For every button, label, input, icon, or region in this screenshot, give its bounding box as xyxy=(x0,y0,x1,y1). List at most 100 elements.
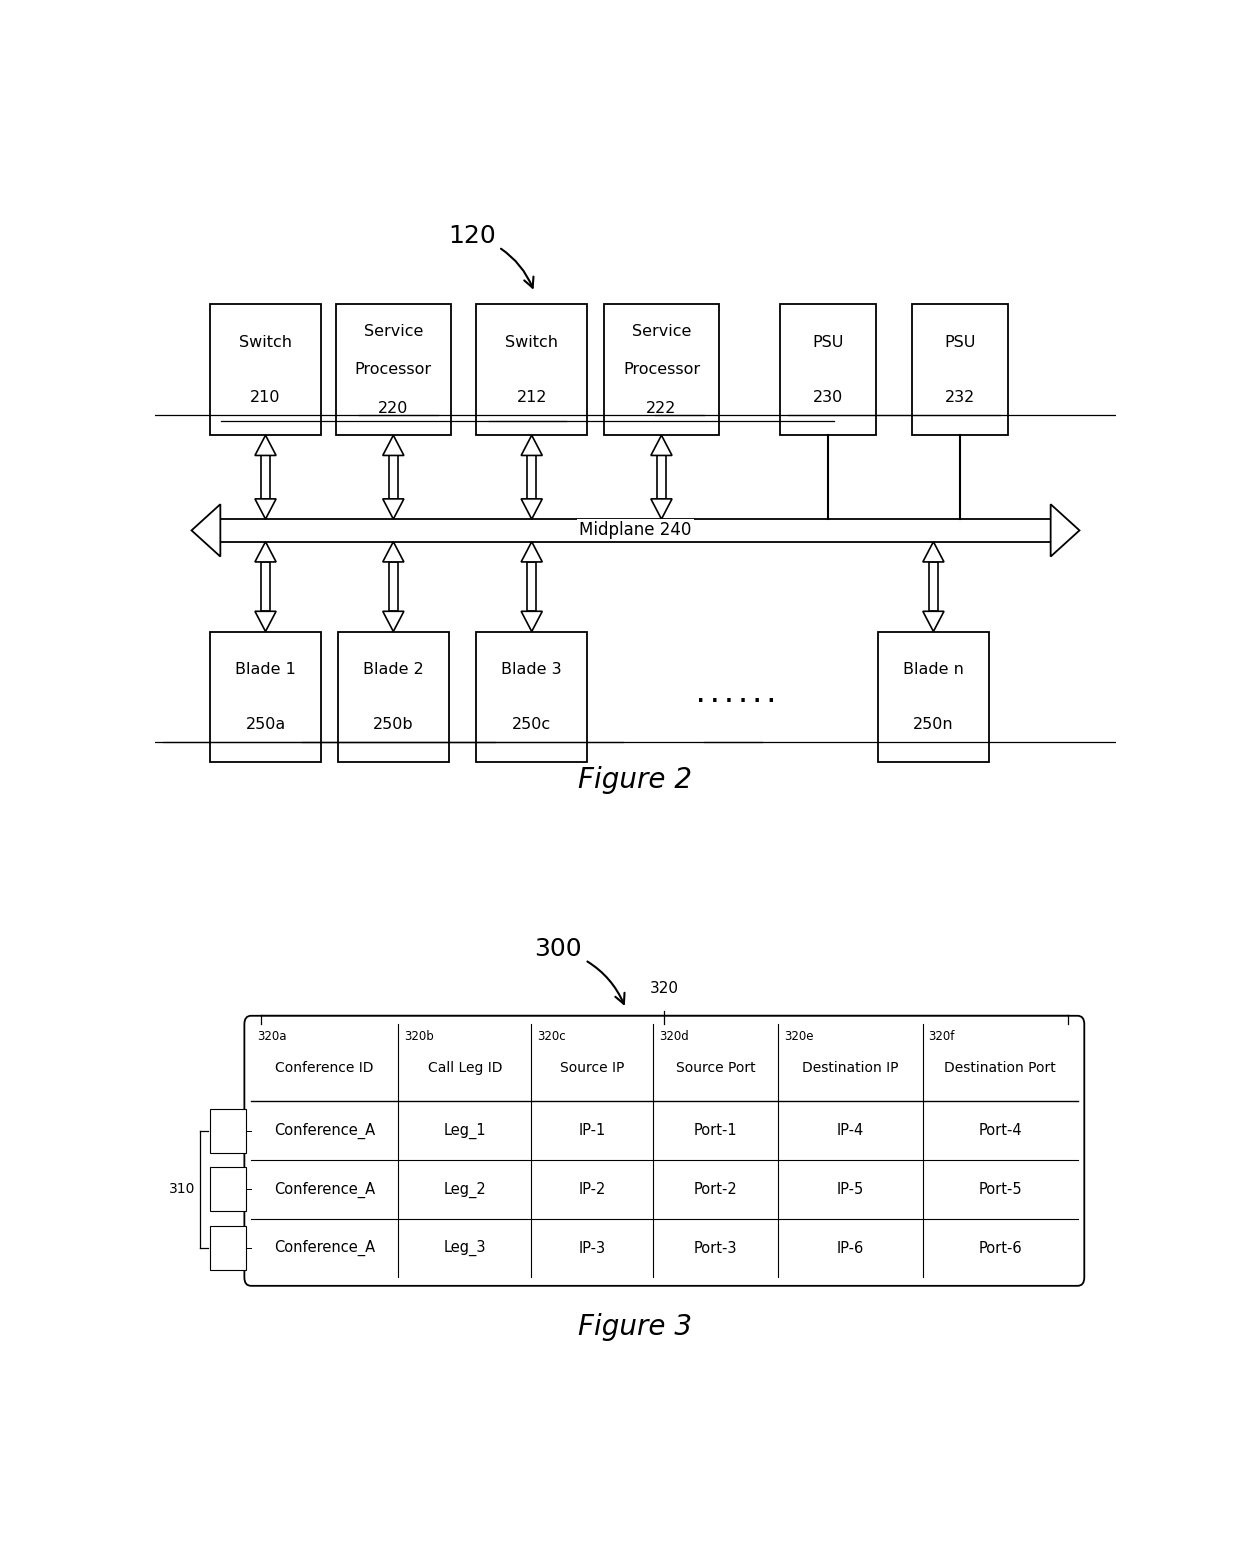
Text: 232: 232 xyxy=(945,389,976,405)
FancyBboxPatch shape xyxy=(476,632,587,762)
Text: IP-1: IP-1 xyxy=(579,1123,606,1139)
Polygon shape xyxy=(651,436,672,456)
Text: Blade 3: Blade 3 xyxy=(501,663,562,677)
Polygon shape xyxy=(255,499,277,519)
Text: IP-4: IP-4 xyxy=(837,1123,864,1139)
Polygon shape xyxy=(255,436,277,456)
FancyBboxPatch shape xyxy=(339,632,449,762)
Polygon shape xyxy=(255,612,277,632)
Text: Port-1: Port-1 xyxy=(694,1123,738,1139)
Text: 310a: 310a xyxy=(213,1125,243,1137)
Polygon shape xyxy=(1050,504,1080,556)
Text: 310: 310 xyxy=(169,1182,196,1196)
Text: 320a: 320a xyxy=(257,1031,286,1043)
Polygon shape xyxy=(527,562,536,612)
Text: Destination Port: Destination Port xyxy=(945,1060,1056,1074)
Text: 250b: 250b xyxy=(373,717,414,732)
FancyBboxPatch shape xyxy=(211,632,321,762)
FancyBboxPatch shape xyxy=(210,1109,247,1153)
Polygon shape xyxy=(221,519,1050,542)
FancyBboxPatch shape xyxy=(780,304,875,436)
Polygon shape xyxy=(389,562,398,612)
Polygon shape xyxy=(521,542,542,562)
Text: 120: 120 xyxy=(448,224,533,287)
Text: Port-2: Port-2 xyxy=(693,1182,738,1197)
Polygon shape xyxy=(929,562,937,612)
FancyBboxPatch shape xyxy=(913,304,1008,436)
Text: PSU: PSU xyxy=(812,335,843,351)
Text: 220: 220 xyxy=(378,400,408,416)
Text: 310c: 310c xyxy=(213,1242,242,1255)
Text: 250c: 250c xyxy=(512,717,552,732)
Polygon shape xyxy=(521,499,542,519)
Text: Switch: Switch xyxy=(239,335,291,351)
Text: 320: 320 xyxy=(650,981,678,995)
Polygon shape xyxy=(262,562,270,612)
Text: Port-5: Port-5 xyxy=(978,1182,1022,1197)
Polygon shape xyxy=(651,499,672,519)
Text: 320c: 320c xyxy=(537,1031,565,1043)
Polygon shape xyxy=(191,504,221,556)
FancyBboxPatch shape xyxy=(336,304,451,436)
Text: IP-3: IP-3 xyxy=(579,1241,605,1256)
Polygon shape xyxy=(255,542,277,562)
Text: Midplane 240: Midplane 240 xyxy=(579,521,692,539)
Text: 320f: 320f xyxy=(929,1031,955,1043)
Text: IP-6: IP-6 xyxy=(837,1241,864,1256)
Text: 320b: 320b xyxy=(404,1031,434,1043)
Text: Blade n: Blade n xyxy=(903,663,963,677)
FancyBboxPatch shape xyxy=(211,304,321,436)
Text: Processor: Processor xyxy=(622,362,701,377)
Polygon shape xyxy=(383,612,404,632)
FancyBboxPatch shape xyxy=(210,1168,247,1211)
Text: Conference ID: Conference ID xyxy=(275,1060,374,1074)
Text: 320e: 320e xyxy=(784,1031,813,1043)
FancyBboxPatch shape xyxy=(244,1015,1084,1285)
Polygon shape xyxy=(923,542,944,562)
FancyBboxPatch shape xyxy=(210,1227,247,1270)
Text: Blade 2: Blade 2 xyxy=(363,663,424,677)
Text: 230: 230 xyxy=(812,389,843,405)
Polygon shape xyxy=(383,499,404,519)
Text: Destination IP: Destination IP xyxy=(802,1060,899,1074)
Text: Port-3: Port-3 xyxy=(694,1241,738,1256)
Text: 210: 210 xyxy=(250,389,280,405)
Text: Figure 3: Figure 3 xyxy=(579,1313,692,1341)
Polygon shape xyxy=(262,456,270,499)
Text: Source Port: Source Port xyxy=(676,1060,755,1074)
Text: Leg_1: Leg_1 xyxy=(444,1123,486,1139)
Text: Call Leg ID: Call Leg ID xyxy=(428,1060,502,1074)
Text: Port-4: Port-4 xyxy=(978,1123,1022,1139)
Text: Processor: Processor xyxy=(355,362,432,377)
Text: 250n: 250n xyxy=(913,717,954,732)
Polygon shape xyxy=(383,436,404,456)
FancyBboxPatch shape xyxy=(476,304,587,436)
Polygon shape xyxy=(527,456,536,499)
Text: 320d: 320d xyxy=(658,1031,688,1043)
Text: . . . . . .: . . . . . . xyxy=(697,688,775,706)
Polygon shape xyxy=(383,542,404,562)
Text: Leg_3: Leg_3 xyxy=(444,1241,486,1256)
Polygon shape xyxy=(657,456,666,499)
Text: Conference_A: Conference_A xyxy=(274,1182,376,1197)
Text: Port-6: Port-6 xyxy=(978,1241,1022,1256)
Text: IP-2: IP-2 xyxy=(578,1182,606,1197)
Text: Switch: Switch xyxy=(505,335,558,351)
Text: Conference_A: Conference_A xyxy=(274,1123,376,1139)
Polygon shape xyxy=(923,612,944,632)
Text: Blade 1: Blade 1 xyxy=(236,663,296,677)
Text: Service: Service xyxy=(631,324,691,338)
Text: 310b: 310b xyxy=(213,1183,243,1196)
Text: 250a: 250a xyxy=(246,717,285,732)
Text: IP-5: IP-5 xyxy=(837,1182,864,1197)
Text: 222: 222 xyxy=(646,400,677,416)
FancyBboxPatch shape xyxy=(878,632,988,762)
Polygon shape xyxy=(521,612,542,632)
Text: Conference_A: Conference_A xyxy=(274,1241,376,1256)
Text: Figure 2: Figure 2 xyxy=(579,766,692,794)
Polygon shape xyxy=(521,436,542,456)
Text: Leg_2: Leg_2 xyxy=(444,1182,486,1197)
Text: PSU: PSU xyxy=(945,335,976,351)
Text: 212: 212 xyxy=(517,389,547,405)
Text: Source IP: Source IP xyxy=(560,1060,624,1074)
